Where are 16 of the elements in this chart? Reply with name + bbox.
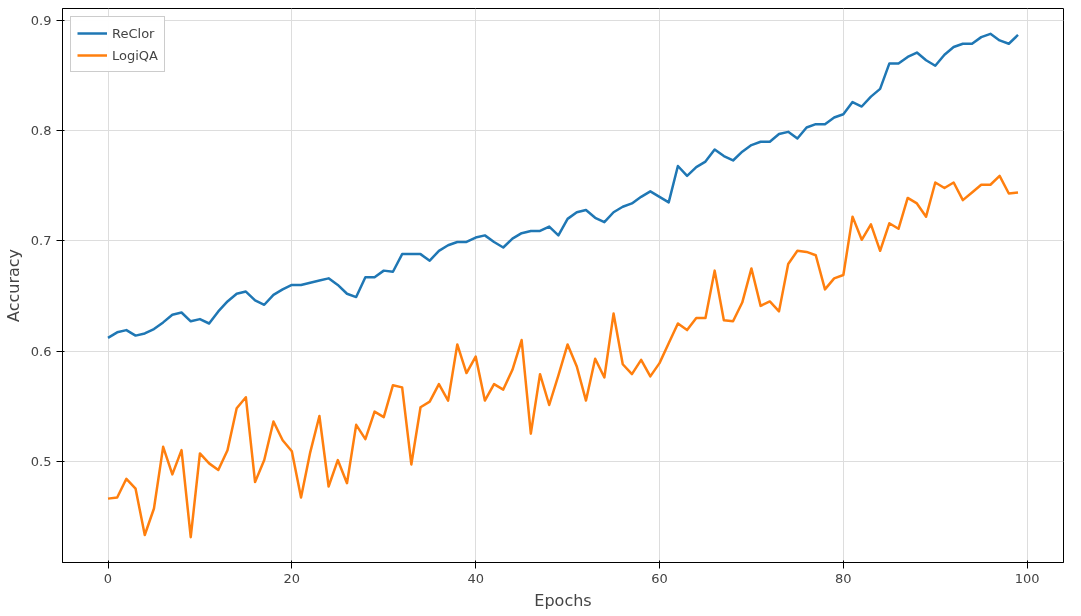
y-tick-label: 0.9 — [30, 13, 52, 29]
y-tick-label: 0.5 — [30, 453, 52, 469]
y-axis-title: Accuracy — [3, 248, 23, 323]
line-series — [106, 174, 1020, 539]
x-tick-label: 100 — [1014, 570, 1040, 586]
legend-label: ReClor — [112, 25, 155, 41]
y-tick-label: 0.7 — [30, 233, 52, 249]
y-tick-label: 0.6 — [30, 343, 52, 359]
x-tick-label: 60 — [651, 570, 668, 586]
x-axis-title: Epochs — [534, 590, 592, 610]
y-tick-label: 0.8 — [30, 123, 52, 139]
x-tick-label: 40 — [467, 570, 484, 586]
x-tick-label: 80 — [835, 570, 852, 586]
legend-label: LogiQA — [112, 47, 158, 63]
x-tick-label: 20 — [283, 570, 301, 586]
x-tick-label: 0 — [103, 570, 113, 586]
